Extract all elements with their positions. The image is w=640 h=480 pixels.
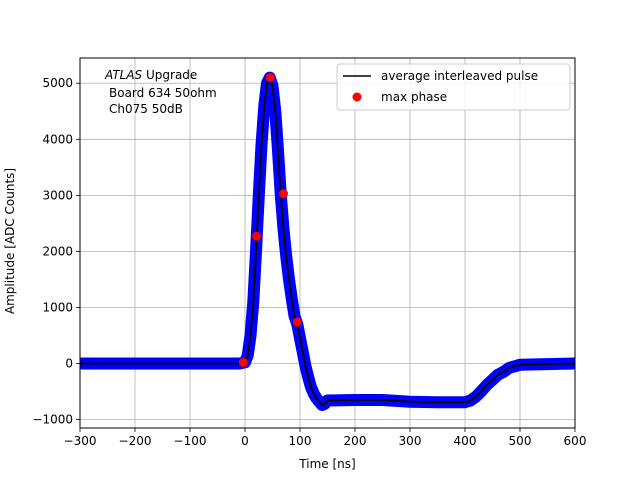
average-pulse-line-layer [80,76,575,406]
channel-label: Ch075 50dB [109,102,183,116]
legend: average interleaved pulse max phase [336,63,571,111]
max-phase-point [279,189,288,199]
legend-box [336,63,571,111]
sample-band-polyline [80,71,575,411]
x-tick-label: −200 [119,434,152,448]
y-tick-label: 5000 [42,76,73,90]
max-phase-point [252,231,262,241]
x-tick-label: 400 [454,434,477,448]
y-tick-label: 0 [65,357,73,371]
x-tick-label: 100 [289,434,312,448]
x-tick-label: 600 [564,434,587,448]
legend-label-max-phase: max phase [381,90,447,104]
legend-dot-swatch [352,92,362,102]
max-phase-points [238,73,302,367]
svg-text:ATLAS Upgrade: ATLAS Upgrade [104,68,197,82]
x-tick-label: 0 [241,434,249,448]
average-pulse-line [80,76,575,406]
legend-label-average: average interleaved pulse [381,69,538,83]
board-label: Board 634 50ohm [109,86,217,100]
max-phase-point [238,357,248,367]
x-tick-label: 200 [344,434,367,448]
y-tick-label: 1000 [42,300,73,314]
x-tick-label: −100 [174,434,207,448]
y-tick-label: −1000 [32,413,73,427]
x-tick-label: 300 [399,434,422,448]
atlas-annotation: ATLAS Upgrade Board 634 50ohm Ch075 50dB [104,68,217,116]
y-tick-label: 2000 [42,244,73,258]
y-tick-label: 4000 [42,132,73,146]
y-tick-label: 3000 [42,188,73,202]
y-axis-label: Amplitude [ADC Counts] [3,168,17,314]
atlas-label: ATLAS [104,68,143,82]
max-phase-point [292,317,302,327]
x-axis-ticks: −300 −200 −100 0 100 200 300 400 500 600 [64,428,587,448]
x-axis-label: Time [ns] [298,457,355,471]
y-axis-ticks: −1000 0 1000 2000 3000 4000 5000 [32,76,80,427]
upgrade-label: Upgrade [142,68,197,82]
x-tick-label: −300 [64,434,97,448]
plot-frame [79,57,576,429]
x-tick-label: 500 [509,434,532,448]
blue-sample-band [80,71,575,411]
max-phase-point [265,73,275,83]
